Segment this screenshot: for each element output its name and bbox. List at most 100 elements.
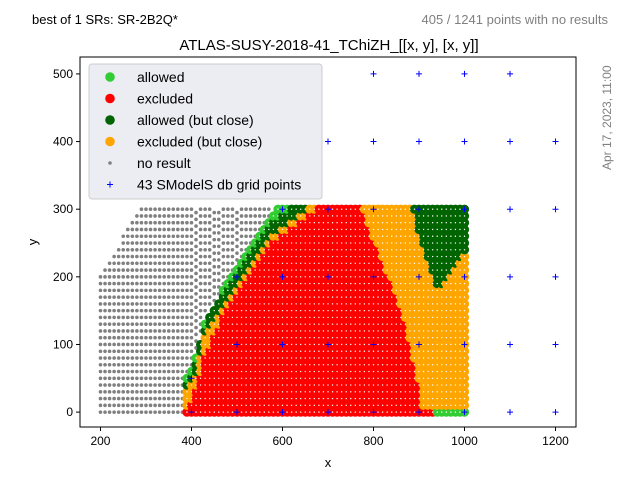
no-result-point bbox=[230, 261, 235, 266]
scan-point-center bbox=[299, 276, 302, 278]
scan-point-center bbox=[318, 235, 320, 237]
scan-point-center bbox=[331, 303, 334, 305]
scan-point-center bbox=[236, 397, 238, 400]
scan-point-center bbox=[204, 397, 206, 400]
no-result-point bbox=[180, 281, 185, 286]
no-result-point bbox=[125, 315, 130, 320]
scan-point-center bbox=[454, 343, 457, 346]
scan-point-center bbox=[386, 337, 388, 339]
no-result-point bbox=[171, 390, 176, 394]
scan-point-center bbox=[254, 289, 256, 292]
scan-point-center bbox=[263, 397, 265, 400]
scan-point-center bbox=[404, 316, 407, 319]
scan-point-center bbox=[295, 249, 297, 251]
scan-point-center bbox=[450, 208, 452, 210]
scan-point-center bbox=[299, 364, 302, 366]
no-result-point bbox=[130, 220, 135, 225]
scan-point-center bbox=[222, 296, 225, 298]
scan-point-center bbox=[218, 316, 220, 319]
scan-point-center bbox=[322, 391, 325, 393]
no-result-point bbox=[216, 210, 221, 215]
scan-point-center bbox=[322, 384, 325, 386]
scan-point-center bbox=[436, 296, 438, 298]
scan-point-center bbox=[254, 282, 256, 285]
no-result-point bbox=[194, 312, 198, 316]
no-result-point bbox=[135, 322, 139, 326]
scan-point-center bbox=[240, 323, 243, 325]
no-result-point bbox=[112, 288, 116, 293]
y-axis-label: y bbox=[25, 238, 40, 245]
scan-point-center bbox=[427, 255, 429, 258]
scan-point-center bbox=[249, 350, 252, 352]
no-result-point bbox=[135, 275, 139, 279]
scan-point-center bbox=[459, 269, 461, 271]
scan-point-center bbox=[286, 276, 288, 278]
scan-point-center bbox=[445, 235, 448, 237]
scan-point-center bbox=[459, 384, 461, 386]
scan-point-center bbox=[272, 330, 275, 332]
scan-point-center bbox=[459, 343, 461, 346]
scan-point-center bbox=[436, 309, 438, 312]
scan-point-center bbox=[409, 289, 411, 292]
scan-point-center bbox=[463, 309, 466, 312]
no-result-point bbox=[121, 261, 126, 266]
scan-point-center bbox=[386, 215, 388, 217]
no-result-point bbox=[112, 383, 116, 387]
scan-point-center bbox=[377, 215, 379, 217]
scan-point-center bbox=[350, 404, 352, 407]
scan-point-center bbox=[313, 330, 316, 332]
scan-point-center bbox=[245, 282, 247, 285]
scan-point-center bbox=[463, 235, 466, 237]
scan-point-center bbox=[227, 364, 229, 366]
no-result-point bbox=[125, 288, 130, 293]
no-result-point bbox=[157, 356, 162, 360]
no-result-point bbox=[139, 349, 144, 354]
no-result-point bbox=[189, 234, 194, 239]
scan-point-center bbox=[336, 262, 338, 265]
no-result-point bbox=[189, 247, 194, 252]
no-result-point bbox=[198, 302, 203, 306]
no-result-point bbox=[125, 241, 130, 245]
scan-point-center bbox=[268, 269, 270, 271]
scan-point-center bbox=[445, 303, 448, 305]
scan-point-center bbox=[290, 411, 293, 413]
scan-point-center bbox=[368, 242, 370, 244]
scan-point-center bbox=[304, 276, 306, 278]
no-result-point bbox=[185, 349, 189, 354]
no-result-point bbox=[198, 261, 203, 266]
scan-point-center bbox=[381, 228, 384, 231]
scan-point-center bbox=[368, 384, 370, 386]
scan-point-center bbox=[400, 303, 402, 305]
scan-point-center bbox=[309, 411, 311, 413]
no-result-point bbox=[189, 275, 194, 279]
scan-point-center bbox=[381, 215, 384, 217]
scan-point-center bbox=[400, 249, 402, 251]
scan-point-center bbox=[363, 282, 366, 285]
scan-point-center bbox=[345, 397, 347, 400]
scan-point-center bbox=[218, 337, 220, 339]
scan-point-center bbox=[281, 255, 284, 258]
scan-point-center bbox=[327, 404, 329, 407]
scan-point-center bbox=[372, 316, 375, 319]
scan-point-center bbox=[413, 350, 416, 352]
scan-point-center bbox=[213, 350, 215, 352]
scan-point-center bbox=[463, 269, 466, 271]
scan-point-center bbox=[299, 228, 302, 231]
scan-point-center bbox=[295, 215, 297, 217]
scan-point-center bbox=[290, 222, 293, 224]
scan-point-center bbox=[454, 255, 457, 258]
no-result-point bbox=[162, 227, 166, 232]
scan-point-center bbox=[413, 296, 416, 298]
scan-point-center bbox=[304, 255, 306, 258]
no-result-point bbox=[116, 261, 121, 266]
grid-point bbox=[279, 341, 286, 348]
no-result-point bbox=[125, 247, 130, 252]
scan-point-center bbox=[404, 384, 407, 386]
scan-point-center bbox=[254, 337, 256, 339]
scan-point-center bbox=[436, 215, 438, 217]
scan-point-center bbox=[336, 370, 338, 373]
scan-point-center bbox=[231, 377, 234, 379]
scan-point-center bbox=[431, 242, 434, 244]
scan-point-center bbox=[413, 377, 416, 379]
scan-point-center bbox=[199, 411, 202, 413]
